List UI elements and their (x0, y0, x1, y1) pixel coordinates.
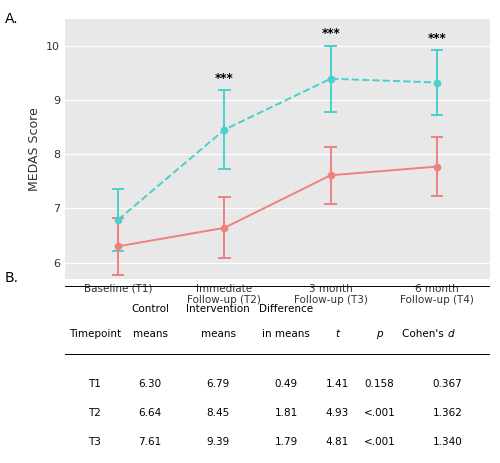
Text: T2: T2 (88, 408, 101, 418)
Text: 1.340: 1.340 (432, 437, 462, 447)
Text: Timepoint: Timepoint (68, 329, 121, 339)
Text: 0.158: 0.158 (364, 379, 394, 389)
Text: t: t (335, 329, 339, 339)
Text: Control: Control (131, 304, 169, 314)
Text: B.: B. (5, 271, 19, 285)
Text: Difference: Difference (259, 304, 313, 314)
Text: 0.49: 0.49 (274, 379, 297, 389)
Text: means: means (132, 329, 168, 339)
Text: 1.81: 1.81 (274, 408, 297, 418)
Text: 6.79: 6.79 (206, 379, 230, 389)
Text: p: p (376, 329, 383, 339)
Text: means: means (200, 329, 235, 339)
Text: 4.81: 4.81 (326, 437, 348, 447)
Text: 8.45: 8.45 (206, 408, 230, 418)
Text: in means: in means (262, 329, 310, 339)
Text: 9.39: 9.39 (206, 437, 230, 447)
Text: 1.362: 1.362 (432, 408, 462, 418)
Text: 6.30: 6.30 (138, 379, 162, 389)
Text: Intervention: Intervention (186, 304, 250, 314)
Text: T3: T3 (88, 437, 101, 447)
Text: ***: *** (215, 72, 234, 85)
Text: ***: *** (321, 27, 340, 40)
Text: A.: A. (5, 12, 18, 25)
Y-axis label: MEDAS Score: MEDAS Score (28, 107, 40, 191)
Text: T1: T1 (88, 379, 101, 389)
Text: 1.41: 1.41 (326, 379, 348, 389)
Text: 1.79: 1.79 (274, 437, 297, 447)
Text: 0.367: 0.367 (432, 379, 462, 389)
Text: <.001: <.001 (364, 408, 396, 418)
Text: 4.93: 4.93 (326, 408, 348, 418)
Text: 7.61: 7.61 (138, 437, 162, 447)
Text: 6.64: 6.64 (138, 408, 162, 418)
Text: <.001: <.001 (364, 437, 396, 447)
Text: ***: *** (428, 31, 446, 44)
Text: Cohen's: Cohen's (402, 329, 448, 339)
Text: d: d (448, 329, 454, 339)
